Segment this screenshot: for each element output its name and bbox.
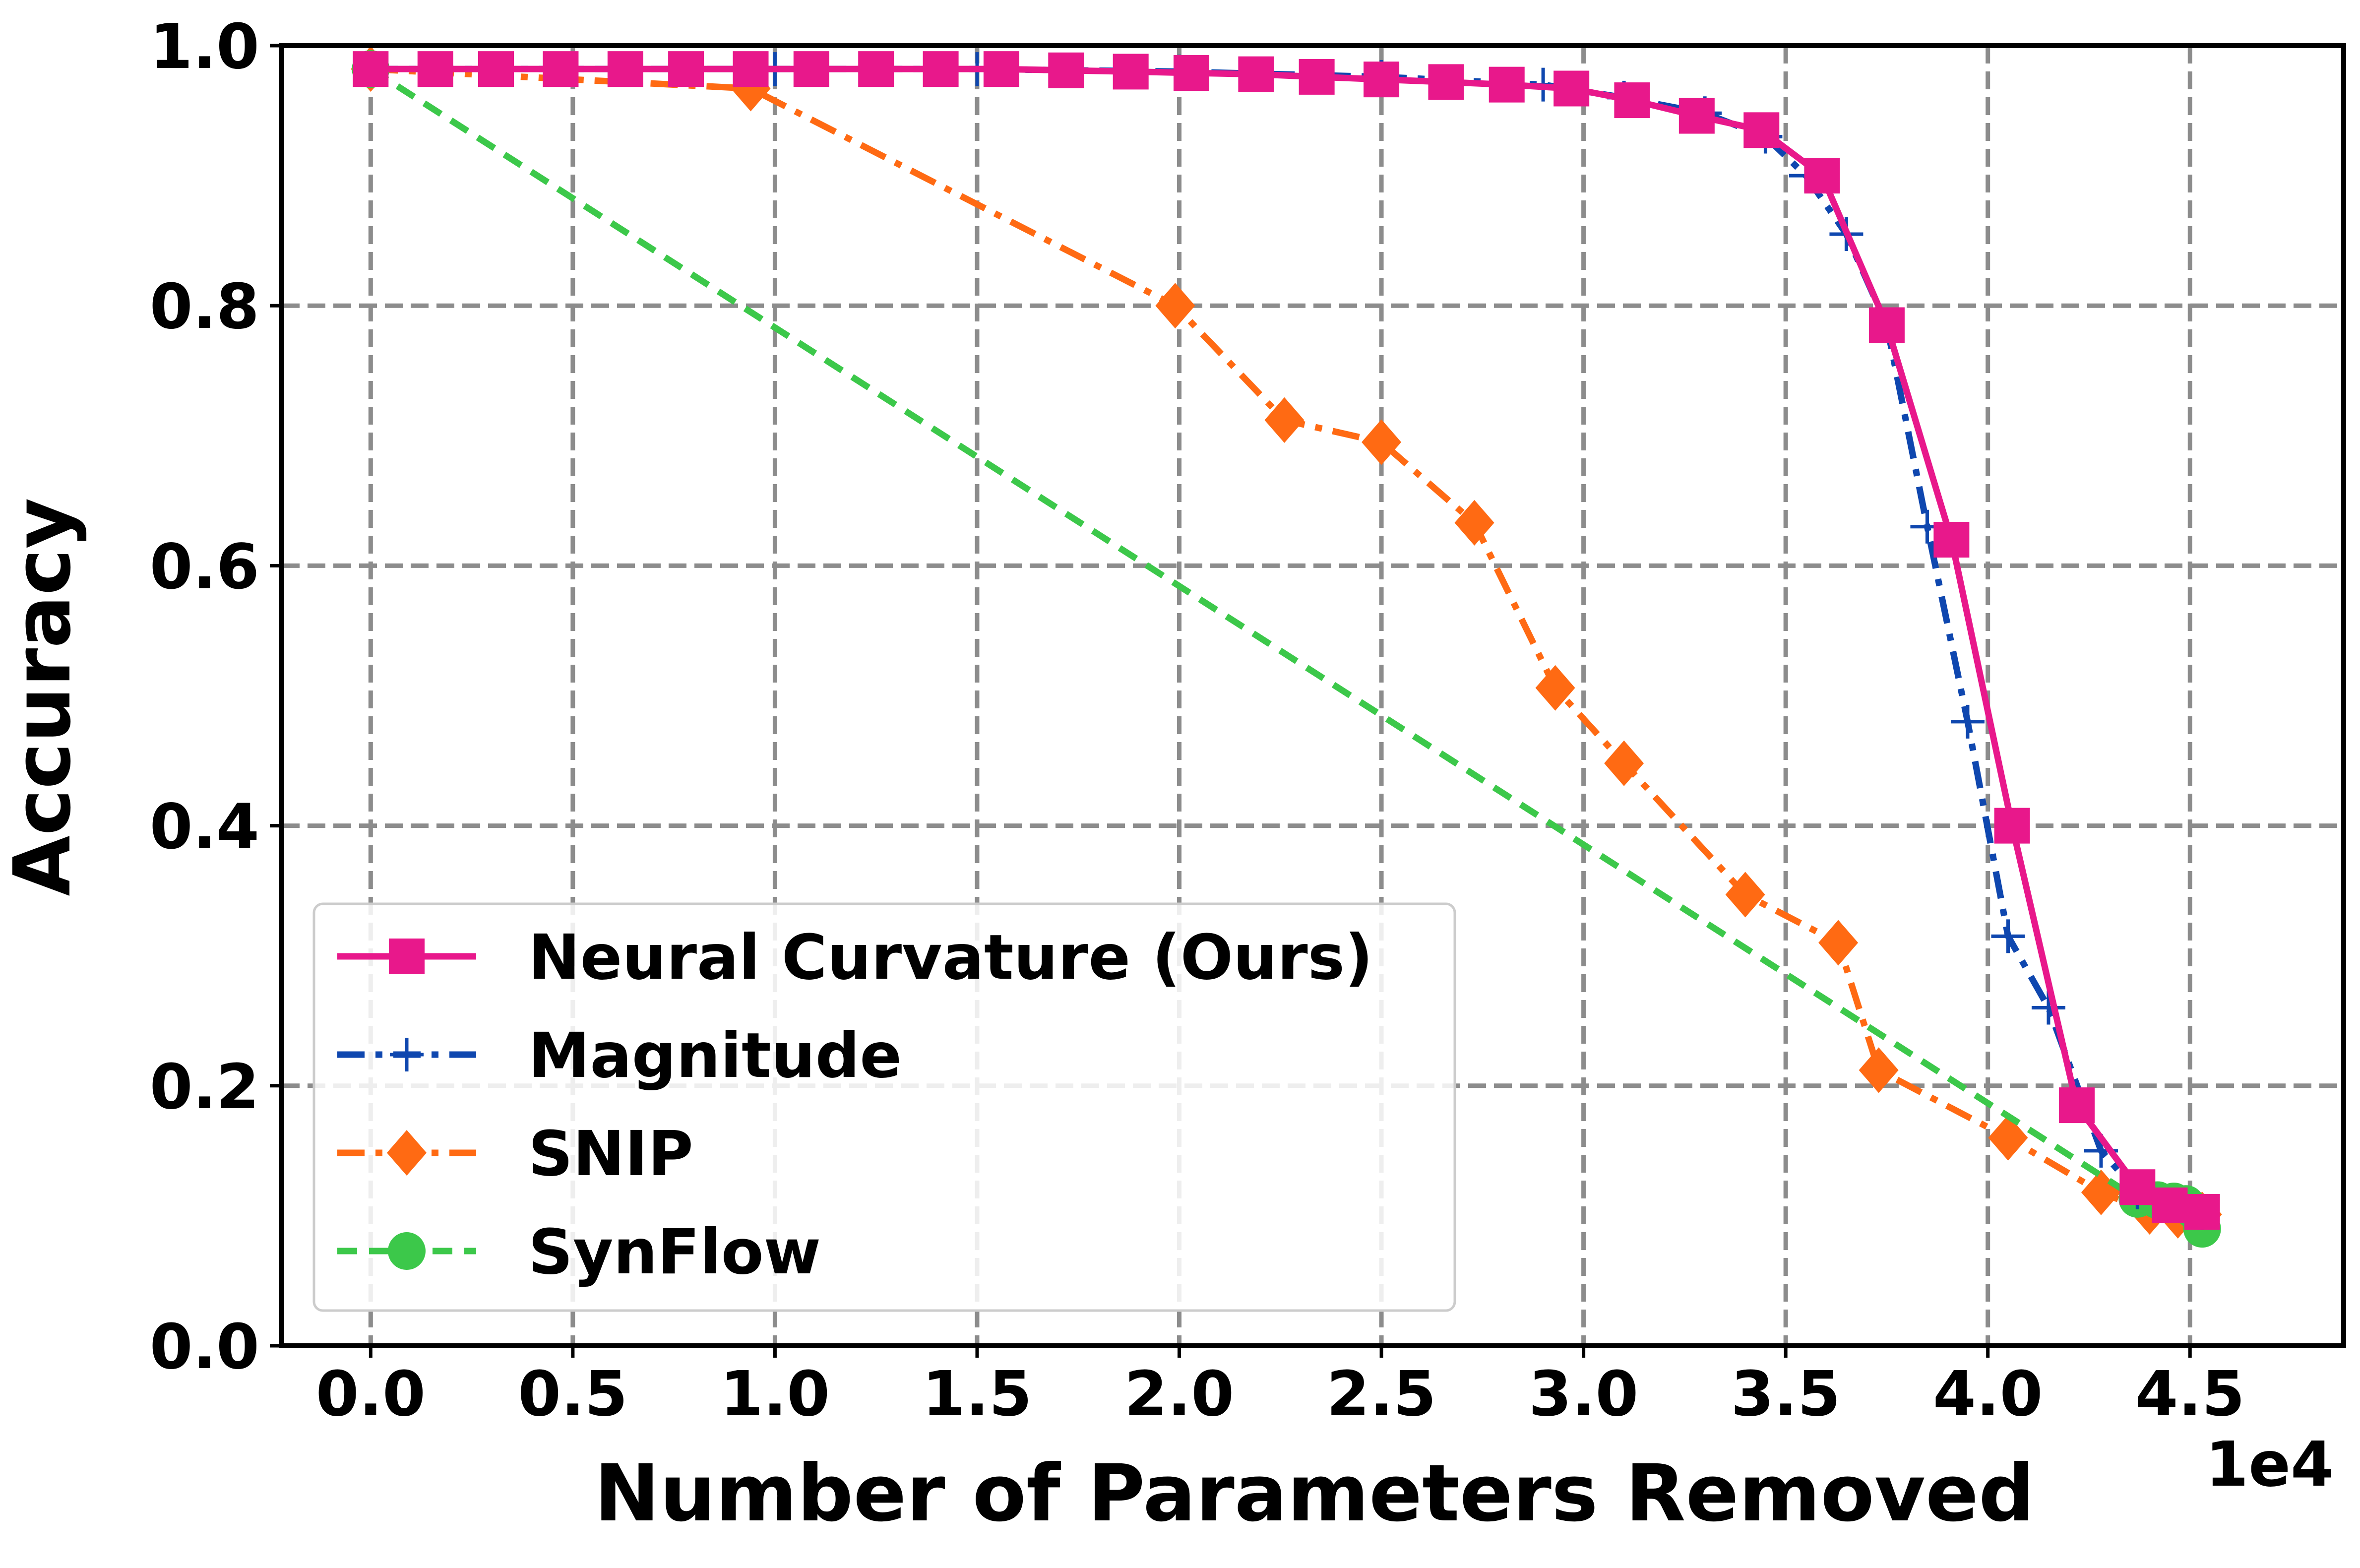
x-tick-label: 1.0 xyxy=(720,1358,830,1430)
data-point-neural-curvature-ours xyxy=(1994,808,2030,844)
data-point-neural-curvature-ours xyxy=(1489,66,1525,103)
x-tick-label: 2.0 xyxy=(1124,1358,1234,1430)
data-point-neural-curvature-ours xyxy=(1933,521,1970,558)
data-point-neural-curvature-ours xyxy=(417,51,453,87)
data-point-neural-curvature-ours xyxy=(1048,52,1084,88)
series-line-snip xyxy=(370,65,2203,1219)
data-point-neural-curvature-ours xyxy=(543,51,579,87)
data-point-neural-curvature-ours xyxy=(1804,158,1840,194)
x-tick-label: 4.0 xyxy=(1933,1358,2043,1430)
data-point-neural-curvature-ours xyxy=(1173,55,1209,91)
data-point-neural-curvature-ours xyxy=(1553,70,1590,107)
y-tick-label: 0.2 xyxy=(150,1051,259,1123)
data-point-neural-curvature-ours xyxy=(793,51,829,87)
data-point-neural-curvature-ours xyxy=(923,51,959,87)
y-tick-label: 0.0 xyxy=(150,1311,259,1383)
series-neural-curvature-ours xyxy=(353,51,2220,1230)
legend-marker-square xyxy=(389,939,425,974)
y-tick-label: 0.4 xyxy=(150,791,259,863)
data-point-snip xyxy=(1362,419,1402,465)
y-tick-label: 0.6 xyxy=(150,531,259,603)
x-tick-label: 4.5 xyxy=(2135,1358,2245,1430)
y-tick-label: 1.0 xyxy=(150,11,259,83)
data-point-neural-curvature-ours xyxy=(2119,1169,2156,1205)
data-point-neural-curvature-ours xyxy=(2184,1194,2220,1230)
data-point-magnitude xyxy=(1991,919,2025,953)
data-point-neural-curvature-ours xyxy=(607,51,643,87)
data-point-neural-curvature-ours xyxy=(2059,1087,2095,1124)
data-point-magnitude xyxy=(1950,704,1985,739)
x-tick-label: 0.5 xyxy=(518,1358,627,1430)
data-point-neural-curvature-ours xyxy=(668,51,704,87)
legend-label: Neural Curvature (Ours) xyxy=(528,922,1373,994)
data-point-snip xyxy=(1264,397,1304,443)
legend-marker-circle xyxy=(388,1232,426,1270)
legend-label: SynFlow xyxy=(528,1216,821,1288)
series-layer xyxy=(351,46,2222,1248)
x-tick-label: 3.0 xyxy=(1529,1358,1638,1430)
data-point-neural-curvature-ours xyxy=(1113,54,1149,90)
data-point-snip xyxy=(2081,1169,2121,1215)
data-point-neural-curvature-ours xyxy=(1299,59,1335,95)
data-point-snip xyxy=(1818,920,1859,966)
data-point-neural-curvature-ours xyxy=(353,51,389,87)
y-tick-label: 0.8 xyxy=(150,271,259,343)
data-point-neural-curvature-ours xyxy=(1743,112,1780,148)
legend-marker-diamond xyxy=(387,1130,427,1176)
legend-item-snip: SNIP xyxy=(337,1118,693,1190)
data-point-neural-curvature-ours xyxy=(1868,307,1905,343)
y-axis-label: Accuracy xyxy=(0,498,88,896)
x-tick-label: 2.5 xyxy=(1326,1358,1436,1430)
data-point-snip xyxy=(1535,665,1575,711)
legend-item-magnitude: Magnitude xyxy=(337,1020,902,1092)
data-point-neural-curvature-ours xyxy=(1678,98,1715,134)
plot-frame xyxy=(279,43,2346,1348)
data-point-snip xyxy=(1988,1115,2028,1161)
data-point-neural-curvature-ours xyxy=(983,51,1019,87)
data-point-snip xyxy=(1454,500,1494,546)
data-point-snip xyxy=(1604,740,1644,786)
x-tick-label: 0.0 xyxy=(316,1358,426,1430)
axis-ticks: 0.0 0.5 1.0 1.5 2.0 2.5 3.0 3.5 4.0 4.5 0.0 0.2 0.4 0… xyxy=(150,11,2245,1430)
data-point-snip xyxy=(1725,872,1765,918)
legend-marker-plus xyxy=(390,1038,424,1071)
legend-label: Magnitude xyxy=(528,1020,902,1092)
x-axis-label: Number of Parameters Removed xyxy=(594,1448,2035,1539)
legend: Neural Curvature (Ours) Magnitude SNIP SynF… xyxy=(312,902,1456,1312)
legend-item-neural-curvature-ours: Neural Curvature (Ours) xyxy=(337,922,1373,994)
data-point-neural-curvature-ours xyxy=(1238,56,1274,92)
legend-label: SNIP xyxy=(528,1118,693,1190)
data-point-neural-curvature-ours xyxy=(858,51,894,87)
x-axis-offset-label: 1e4 xyxy=(2205,1429,2334,1501)
x-tick-label: 3.5 xyxy=(1731,1358,1840,1430)
data-point-neural-curvature-ours xyxy=(2152,1187,2188,1223)
data-point-neural-curvature-ours xyxy=(478,51,514,87)
legend-item-synflow: SynFlow xyxy=(337,1216,821,1288)
legend-box xyxy=(312,902,1456,1312)
data-point-neural-curvature-ours xyxy=(733,51,769,87)
data-point-snip xyxy=(1859,1047,1899,1093)
data-point-neural-curvature-ours xyxy=(1428,64,1464,100)
data-point-neural-curvature-ours xyxy=(1614,82,1650,119)
data-point-neural-curvature-ours xyxy=(1364,62,1400,98)
data-point-snip xyxy=(1155,283,1195,329)
x-tick-label: 1.5 xyxy=(922,1358,1032,1430)
